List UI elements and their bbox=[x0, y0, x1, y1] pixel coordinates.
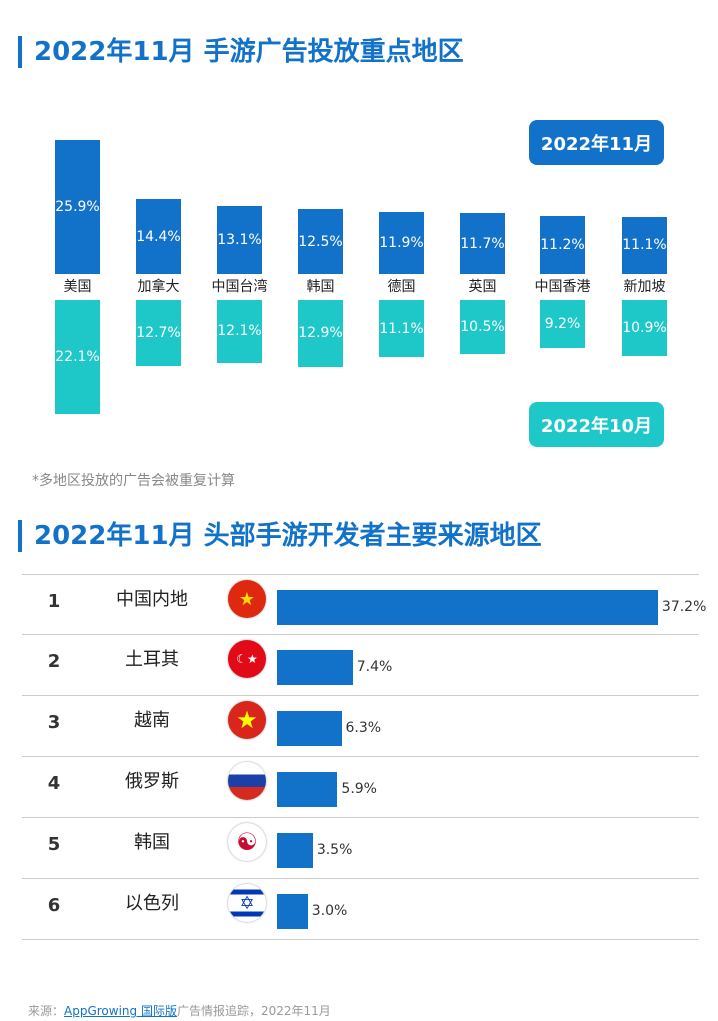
bar bbox=[277, 711, 342, 746]
footnote: *多地区投放的广告会被重复计算 bbox=[32, 473, 235, 489]
bar-value-label: 5.9% bbox=[341, 781, 377, 797]
bar bbox=[277, 833, 313, 868]
section1-title: 2022年11月 手游广告投放重点地区 bbox=[18, 36, 464, 68]
category-label: 德国 bbox=[387, 279, 416, 295]
flag-china-icon: ★ bbox=[228, 580, 266, 618]
source-suffix: 广告情报追踪，2022年11月 bbox=[176, 1004, 331, 1018]
flag-russia-icon bbox=[228, 762, 266, 800]
bar bbox=[277, 590, 658, 625]
table-row: 3 越南 ★ 6.3% bbox=[22, 696, 699, 757]
region-name: 韩国 bbox=[134, 832, 170, 853]
bar-nov: 11.2% bbox=[540, 215, 585, 274]
table-row: 2 土耳其 ☾★ 7.4% bbox=[22, 635, 699, 696]
bar-value-label: 6.3% bbox=[345, 720, 382, 736]
bar-value-label: 7.4% bbox=[356, 659, 393, 675]
legend-oct: 2022年10月 bbox=[529, 402, 664, 447]
category-label: 英国 bbox=[468, 279, 497, 295]
bar-nov: 25.9% bbox=[55, 139, 100, 274]
bar-nov: 13.1% bbox=[217, 206, 262, 274]
bar-value-label: 3.5% bbox=[316, 842, 353, 858]
table-row: 6 以色列 ✡ 3.0% bbox=[22, 879, 699, 940]
bar bbox=[277, 894, 308, 929]
table-row: 4 俄罗斯 5.9% bbox=[22, 757, 699, 818]
category-label: 中国台湾 bbox=[211, 279, 268, 295]
category-label: 美国 bbox=[63, 279, 92, 295]
rank-number: 6 bbox=[47, 895, 61, 916]
table-row: 1 中国内地 ★ 37.2% bbox=[22, 574, 706, 635]
bar-oct: 10.9% bbox=[622, 300, 667, 357]
region-name: 中国内地 bbox=[116, 589, 188, 610]
region-name: 越南 bbox=[134, 710, 170, 731]
rank-number: 2 bbox=[47, 651, 61, 672]
source-prefix: 来源： bbox=[28, 1004, 65, 1018]
source-link[interactable]: AppGrowing 国际版 bbox=[64, 1004, 177, 1018]
rank-number: 5 bbox=[47, 834, 61, 855]
rank-number: 3 bbox=[47, 712, 61, 733]
bar-nov: 11.9% bbox=[379, 212, 424, 274]
category-label: 加拿大 bbox=[137, 279, 180, 295]
bar-nov: 11.1% bbox=[622, 216, 667, 274]
table-row: 5 韩国 ☯ 3.5% bbox=[22, 818, 699, 879]
bar-oct: 12.1% bbox=[217, 300, 262, 363]
bar-oct: 12.9% bbox=[298, 300, 343, 367]
bar-oct: 10.5% bbox=[460, 300, 505, 355]
bar-value-label: 37.2% bbox=[661, 599, 707, 615]
bar-nov: 14.4% bbox=[136, 199, 181, 274]
category-label: 中国香港 bbox=[534, 279, 591, 295]
category-label: 韩国 bbox=[306, 279, 335, 295]
flag-turkey-icon: ☾★ bbox=[228, 640, 266, 678]
bar-nov: 11.7% bbox=[460, 213, 505, 274]
flag-israel-icon: ✡ bbox=[228, 884, 266, 922]
bar-value-label: 3.0% bbox=[311, 903, 348, 919]
source-note: 来源：AppGrowing 国际版广告情报追踪，2022年11月 bbox=[28, 1002, 331, 1019]
region-name: 土耳其 bbox=[125, 649, 179, 670]
flag-vietnam-icon: ★ bbox=[228, 701, 266, 739]
region-name: 以色列 bbox=[125, 893, 179, 914]
bar bbox=[277, 650, 353, 685]
bar-oct: 12.7% bbox=[136, 300, 181, 366]
rank-number: 1 bbox=[47, 591, 61, 612]
rank-number: 4 bbox=[47, 773, 61, 794]
flag-korea-icon: ☯ bbox=[228, 823, 266, 861]
bar bbox=[277, 772, 338, 807]
category-label: 新加坡 bbox=[623, 279, 666, 295]
bar-nov: 12.5% bbox=[298, 209, 343, 274]
legend-nov: 2022年11月 bbox=[529, 120, 664, 165]
bar-oct: 11.1% bbox=[379, 300, 424, 358]
bar-oct: 9.2% bbox=[540, 300, 585, 348]
region-name: 俄罗斯 bbox=[125, 771, 179, 792]
section2-title: 2022年11月 头部手游开发者主要来源地区 bbox=[18, 520, 542, 552]
bar-oct: 22.1% bbox=[55, 300, 100, 415]
